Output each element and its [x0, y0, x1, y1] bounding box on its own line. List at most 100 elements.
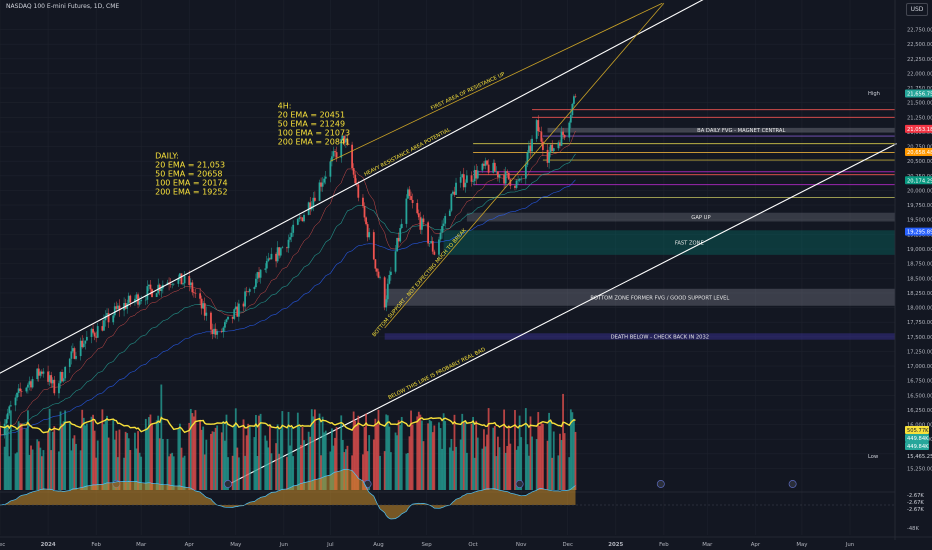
volume-bar: [72, 438, 74, 490]
volume-bar: [106, 415, 108, 490]
candle-body: [256, 272, 259, 279]
candle-body: [459, 177, 462, 183]
annotation-daily-line: 200 EMA = 19252: [155, 187, 227, 196]
volume-bar: [514, 410, 516, 490]
candle-body: [192, 292, 195, 293]
volume-bar: [394, 432, 397, 490]
candle-body: [329, 161, 332, 177]
volume-bar: [506, 445, 509, 490]
volume-bar: [551, 457, 554, 490]
volume-bar: [267, 447, 270, 490]
candle-body: [264, 268, 267, 270]
candle-body: [473, 169, 476, 182]
volume-bar: [81, 409, 84, 490]
volume-bar: [372, 439, 375, 490]
candle-body: [514, 185, 516, 188]
candle-body: [507, 172, 510, 180]
volume-bar: [540, 421, 543, 490]
candle-body: [535, 120, 538, 139]
indicator-value-label: -2.67K: [907, 493, 924, 499]
volume-bar: [148, 417, 150, 490]
volume-bar: [124, 431, 127, 490]
volume-bar: [341, 440, 344, 490]
candle-body: [411, 199, 414, 204]
price-tick-label: 22,500.00: [907, 42, 932, 48]
volume-bar: [507, 425, 510, 490]
volume-bar: [0, 429, 1, 490]
volume-bar: [137, 431, 139, 490]
teal-level-value: 20,174.29: [907, 178, 932, 184]
candle-body: [149, 284, 152, 290]
volume-bar: [475, 420, 478, 490]
volume-bar: [264, 435, 267, 490]
volume-bar: [216, 425, 219, 490]
trendline-first-resistance: [330, 2, 663, 162]
candle-body: [79, 340, 82, 357]
volume-bar: [203, 454, 206, 490]
candle-body: [127, 295, 130, 304]
candle-body: [321, 182, 324, 187]
volume-bar: [244, 455, 246, 490]
candle-body: [9, 405, 12, 407]
volume-bar: [535, 439, 538, 490]
candle-body: [8, 406, 11, 414]
candle-body: [540, 131, 543, 142]
candle-body: [475, 169, 478, 179]
price-tick-label: 22,000.00: [907, 71, 932, 77]
candle-body: [464, 182, 467, 188]
volume-bar: [549, 420, 552, 490]
candle-body: [248, 289, 251, 292]
volume-label-value: 449.84K: [907, 444, 929, 450]
candle-body: [189, 282, 192, 286]
candle-body: [422, 218, 425, 223]
trendline-upper-channel: [0, 0, 704, 374]
candle-body: [394, 251, 397, 272]
candle-body: [340, 138, 343, 158]
volume-bar: [168, 456, 170, 490]
candle-body: [268, 258, 271, 260]
candle-body: [194, 292, 197, 294]
candle-body: [400, 223, 403, 229]
annotation-daily-line: 20 EMA = 21,053: [155, 160, 225, 169]
candle-body: [324, 176, 327, 179]
volume-badge: [905, 426, 929, 434]
candle-body: [531, 138, 533, 152]
red-level-badge: [905, 124, 932, 133]
volume-bar: [374, 418, 377, 490]
candle-body: [450, 193, 453, 211]
candle-body: [428, 243, 431, 244]
candle-body: [461, 174, 464, 178]
time-tick-label: Feb: [659, 542, 669, 548]
volume-bar: [151, 424, 153, 490]
price-tick-label: 21,000.00: [907, 130, 932, 136]
candle-body: [559, 142, 561, 146]
trendline-label-bottom-support: BOTTOM SUPPORT - NOT EXPECTING MUCH TO B…: [371, 227, 468, 338]
volume-bar: [452, 450, 454, 490]
annotation-fourh-line: 200 EMA = 20841: [278, 138, 350, 147]
trendline-label-lower-channel: BELOW THIS LINE IS PROBABLY REAL BAD: [387, 347, 486, 401]
candle-body: [62, 378, 65, 382]
volume-bar: [224, 440, 226, 490]
volume-bar: [37, 441, 40, 490]
candle-body: [279, 248, 282, 256]
volume-bar: [290, 427, 293, 490]
time-tick-label: Jun: [279, 542, 288, 548]
volume-bar: [571, 412, 574, 490]
candle-body: [276, 247, 279, 262]
last-price-value: 21,656.75: [907, 92, 932, 98]
candle-body: [372, 232, 375, 260]
currency-button[interactable]: USD: [906, 3, 928, 16]
candle-body: [563, 134, 566, 138]
candle-body: [309, 202, 312, 210]
time-tick-label: Jul: [326, 542, 334, 548]
price-tick-label: 18,500.00: [907, 276, 932, 282]
candle-body: [19, 388, 22, 391]
chart-title: NASDAQ 100 E-mini Futures, 1D, CME: [6, 3, 120, 10]
candle-body: [255, 278, 257, 288]
indicator-pane: [0, 468, 895, 520]
volume-bar: [191, 413, 194, 490]
candle-body: [265, 260, 268, 269]
candle-body: [118, 305, 121, 311]
